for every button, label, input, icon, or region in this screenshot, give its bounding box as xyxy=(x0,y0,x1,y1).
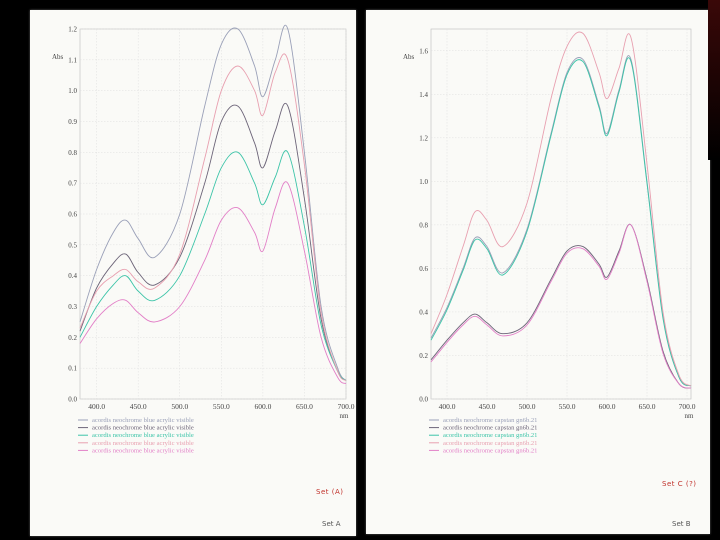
series-line-1 xyxy=(430,55,692,387)
y-tick-label: 0.8 xyxy=(68,149,77,157)
y-tick-label: 1.4 xyxy=(419,91,428,99)
legend: acordis neochrome blue acrylic visibleac… xyxy=(78,417,194,454)
handwritten-set-note-left: Set (A) xyxy=(316,488,344,496)
y-tick-label: 1.6 xyxy=(419,47,428,55)
series-line-2 xyxy=(79,103,347,381)
legend: acordis neochrome capstan gn6b.21acordis… xyxy=(429,417,537,454)
dark-decoration-strip xyxy=(708,0,720,160)
series-line-1 xyxy=(79,24,347,381)
series-line-4 xyxy=(79,53,347,381)
x-tick-label: 450.0 xyxy=(479,402,496,411)
x-tick-label: 400.0 xyxy=(88,402,105,411)
x-tick-label: 500.0 xyxy=(519,402,536,411)
spectrum-chart-right: 0.0 0.2 0.4 0.6 0.8 1.0 1.2 1.4 1.6 400.0 450.0 500… xyxy=(403,28,696,454)
spectrum-chart-left: 0.0 0.1 0.2 0.3 0.4 0.5 0.6 0.7 0.8 0.9 1.0 1.1 1.2 4… xyxy=(52,24,355,454)
legend-entry: acordis neochrome blue acrylic visible xyxy=(92,425,194,432)
x-tick-label: 700.0 xyxy=(679,402,696,411)
y-tick-label: 0.3 xyxy=(68,303,77,311)
x-tick-label: 700.0 xyxy=(338,402,355,411)
series-line-5 xyxy=(79,181,347,385)
x-tick-label: 600.0 xyxy=(599,402,616,411)
handwritten-set-note-right: Set C (?) xyxy=(662,480,697,488)
legend-entry: acordis neochrome capstan gn6b.21 xyxy=(443,447,537,454)
series-line-4 xyxy=(430,31,692,387)
x-tick-label: 400.0 xyxy=(439,402,456,411)
y-tick-label: 0.2 xyxy=(419,352,428,360)
legend-entry: acordis neochrome capstan gn6b.21 xyxy=(443,440,537,447)
y-tick-label: 0.2 xyxy=(68,334,77,342)
legend-entry: acordis neochrome blue acrylic visible xyxy=(92,440,194,447)
set-label-left: Set A xyxy=(322,520,341,528)
y-tick-label: 1.0 xyxy=(419,178,428,186)
x-tick-label: 650.0 xyxy=(296,402,313,411)
y-tick-label: 0.0 xyxy=(68,396,77,404)
legend-entry: acordis neochrome capstan gn6b.21 xyxy=(443,417,537,424)
chart-sheet-left: 0.0 0.1 0.2 0.3 0.4 0.5 0.6 0.7 0.8 0.9 1.0 1.1 1.2 4… xyxy=(30,10,356,536)
y-tick-label: 0.4 xyxy=(68,272,77,280)
series-line-2 xyxy=(430,223,692,389)
x-tick-label: 550.0 xyxy=(213,402,230,411)
legend-entry: acordis neochrome capstan gn6b.21 xyxy=(443,432,537,439)
x-tick-label: 500.0 xyxy=(171,402,188,411)
y-tick-label: 0.4 xyxy=(419,308,428,316)
x-axis-label: nm xyxy=(685,412,695,420)
y-axis-label: Abs xyxy=(403,53,415,61)
y-axis-label: Abs xyxy=(52,53,64,61)
y-tick-label: 1.0 xyxy=(68,87,77,95)
legend-entry: acordis neochrome blue acrylic visible xyxy=(92,417,194,424)
y-tick-label: 0.7 xyxy=(68,180,77,188)
set-label-right: Set B xyxy=(672,520,691,528)
legend-entry: acordis neochrome blue acrylic visible xyxy=(92,432,194,439)
y-tick-label: 1.1 xyxy=(68,56,77,64)
x-tick-label: 600.0 xyxy=(254,402,271,411)
x-axis-label: nm xyxy=(340,412,350,420)
y-tick-label: 1.2 xyxy=(419,134,428,142)
series-line-5 xyxy=(430,223,692,389)
y-tick-label: 1.2 xyxy=(68,26,77,34)
x-tick-label: 550.0 xyxy=(559,402,576,411)
x-tick-label: 450.0 xyxy=(130,402,147,411)
y-tick-label: 0.9 xyxy=(68,118,77,126)
legend-entry: acordis neochrome capstan gn6b.21 xyxy=(443,425,537,432)
x-tick-label: 650.0 xyxy=(639,402,656,411)
y-tick-label: 0.1 xyxy=(68,365,77,373)
y-tick-label: 0.8 xyxy=(419,221,428,229)
legend-entry: acordis neochrome blue acrylic visible xyxy=(92,447,194,454)
y-tick-label: 0.6 xyxy=(68,211,77,219)
y-tick-label: 0.0 xyxy=(419,396,428,404)
series-line-3 xyxy=(430,57,692,387)
series-line-3 xyxy=(79,150,347,381)
chart-sheet-right: 0.0 0.2 0.4 0.6 0.8 1.0 1.2 1.4 1.6 400.0 450.0 500… xyxy=(366,10,710,534)
y-tick-label: 0.5 xyxy=(68,241,77,249)
y-tick-label: 0.6 xyxy=(419,265,428,273)
